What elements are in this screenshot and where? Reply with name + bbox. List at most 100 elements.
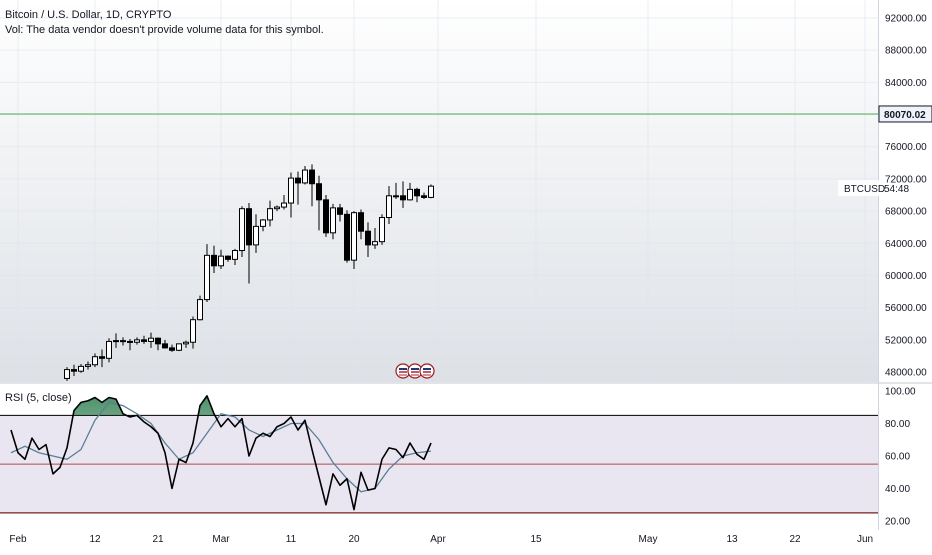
candle bbox=[372, 227, 378, 249]
candle bbox=[106, 338, 112, 363]
candle-body bbox=[344, 213, 350, 261]
candle-body bbox=[162, 343, 168, 349]
time-tick-label: 15 bbox=[530, 534, 542, 545]
candle bbox=[407, 182, 413, 201]
rsi-ma-line bbox=[10, 401, 432, 493]
candle-body bbox=[393, 195, 399, 198]
price-tick-label: 64000.00 bbox=[885, 239, 927, 250]
time-tick-label: 22 bbox=[789, 534, 801, 545]
candle bbox=[78, 363, 84, 373]
horizontal-line-layer[interactable]: 80070.02 bbox=[0, 105, 932, 123]
candle-body bbox=[85, 364, 91, 367]
candle-body bbox=[78, 365, 84, 372]
candle-body bbox=[120, 340, 126, 343]
candle bbox=[218, 249, 224, 270]
candle bbox=[281, 195, 287, 210]
candle-body bbox=[246, 208, 252, 246]
last-price-countdown: 54:48 bbox=[884, 184, 909, 195]
candle bbox=[295, 171, 301, 205]
candle-body bbox=[127, 340, 133, 343]
rsi-axis[interactable]: 100.00 80.00 60.00 40.00 20.00 bbox=[885, 387, 916, 528]
candle-body bbox=[113, 340, 119, 343]
rsi-tick-label: 60.00 bbox=[885, 452, 910, 463]
candle-body bbox=[64, 369, 70, 379]
candle bbox=[225, 255, 231, 262]
symbol-legend[interactable]: Bitcoin / U.S. Dollar, 1D, CRYPTO bbox=[5, 9, 172, 21]
candle-body bbox=[218, 255, 224, 267]
candle bbox=[351, 211, 357, 270]
time-tick-label: 13 bbox=[726, 534, 738, 545]
price-tick-label: 84000.00 bbox=[885, 78, 927, 89]
time-axis[interactable]: Feb 12 21 Mar 11 20 Apr 15 May 13 22 Jun bbox=[9, 534, 873, 545]
candle-body bbox=[197, 299, 203, 321]
flag-icon[interactable] bbox=[407, 363, 423, 379]
candle bbox=[379, 214, 385, 245]
flag-icon[interactable] bbox=[395, 363, 411, 379]
candle-body bbox=[323, 199, 329, 234]
candle bbox=[127, 339, 133, 351]
flag-icon[interactable] bbox=[419, 363, 435, 379]
candle-body bbox=[211, 254, 217, 267]
time-tick-label: Feb bbox=[9, 534, 27, 545]
rsi-line bbox=[10, 395, 432, 511]
candle-body bbox=[309, 169, 315, 185]
candle-body bbox=[155, 337, 161, 345]
candle bbox=[176, 343, 182, 352]
time-tick-label: May bbox=[639, 534, 658, 545]
horizontal-line-price-label: 80070.02 bbox=[884, 110, 926, 121]
candle bbox=[155, 337, 161, 351]
candle-body bbox=[225, 255, 231, 260]
candle bbox=[211, 245, 217, 274]
candle bbox=[316, 175, 322, 231]
candle bbox=[64, 367, 70, 381]
candle-body bbox=[407, 188, 413, 201]
candle bbox=[288, 172, 294, 218]
candle bbox=[71, 364, 77, 377]
rsi-legend[interactable]: RSI (5, close) bbox=[5, 392, 72, 404]
candle bbox=[414, 187, 420, 203]
candle-body bbox=[183, 341, 189, 345]
candle bbox=[239, 206, 245, 257]
price-axis-background bbox=[878, 0, 932, 550]
candle bbox=[169, 344, 175, 352]
last-price-symbol: BTCUSD bbox=[844, 184, 885, 195]
candle-body bbox=[414, 188, 420, 197]
candle-body bbox=[274, 206, 280, 210]
time-tick-label: Mar bbox=[212, 534, 230, 545]
candle-body bbox=[99, 356, 105, 359]
horizontal-line-label-box bbox=[878, 105, 932, 123]
candle-body bbox=[330, 207, 336, 234]
candle bbox=[197, 295, 203, 321]
candle-body bbox=[351, 212, 357, 261]
price-tick-label: 52000.00 bbox=[885, 335, 927, 346]
candle-body bbox=[372, 241, 378, 246]
event-markers[interactable] bbox=[395, 363, 435, 379]
candle-body bbox=[176, 343, 182, 351]
rsi-tick-label: 40.00 bbox=[885, 484, 910, 495]
time-tick-label: 21 bbox=[152, 534, 164, 545]
flag-ring bbox=[419, 363, 435, 379]
candle-body bbox=[295, 177, 301, 184]
price-tick-label: 68000.00 bbox=[885, 207, 927, 218]
candle-body bbox=[92, 356, 98, 366]
rsi-tick-label: 20.00 bbox=[885, 517, 910, 528]
last-price-label: BTCUSD 54:48 bbox=[838, 180, 909, 196]
time-tick-label: Jun bbox=[857, 534, 873, 545]
candle-body bbox=[260, 219, 266, 227]
rsi-pane[interactable] bbox=[0, 395, 878, 514]
candle bbox=[253, 214, 259, 253]
candle-body bbox=[253, 225, 259, 246]
candle-body bbox=[281, 202, 287, 208]
candle bbox=[260, 219, 266, 232]
time-tick-label: 11 bbox=[286, 534, 297, 545]
candle bbox=[386, 186, 392, 224]
price-tick-label: 72000.00 bbox=[885, 174, 927, 185]
last-price-label-box bbox=[838, 180, 880, 196]
candle-body bbox=[400, 195, 406, 201]
candle-body bbox=[169, 347, 175, 351]
candle bbox=[246, 203, 252, 284]
candle bbox=[134, 337, 140, 345]
volume-note: Vol: The data vendor doesn't provide vol… bbox=[5, 24, 324, 36]
